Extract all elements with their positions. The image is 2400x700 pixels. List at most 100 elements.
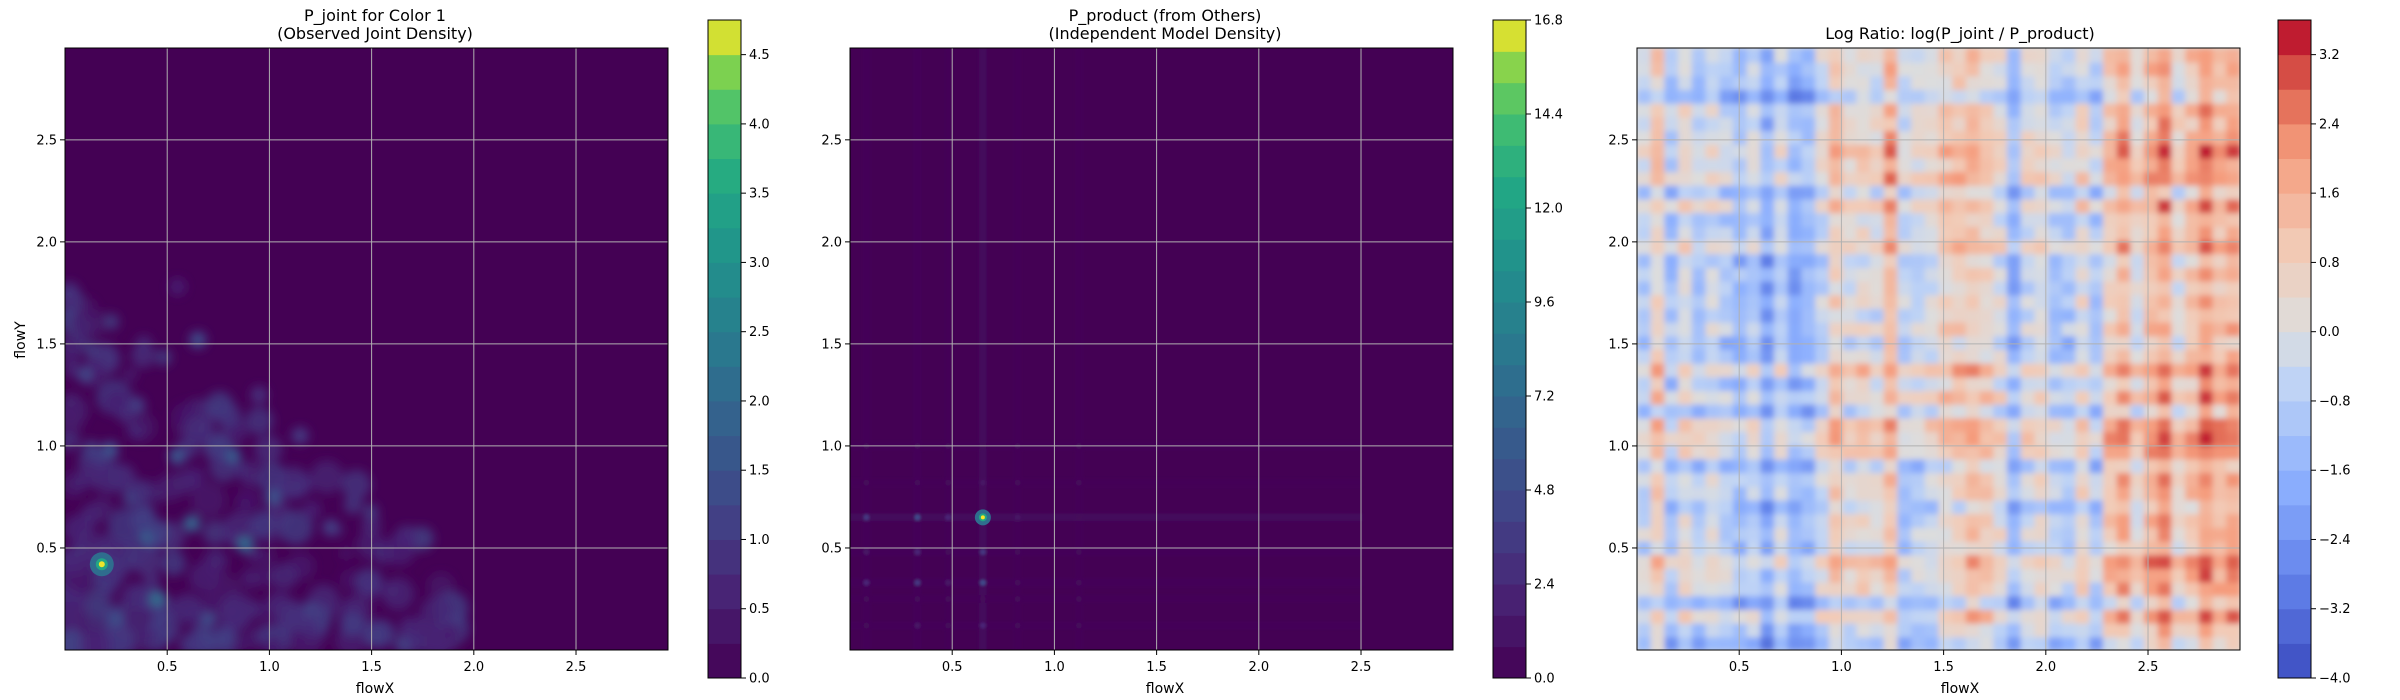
ratio-cell: [2102, 130, 2118, 145]
ratio-cell: [1965, 307, 1981, 323]
x-tick-label: 1.5: [361, 660, 382, 675]
colorbar-level: [2278, 435, 2311, 471]
ratio-cell: [2130, 212, 2146, 227]
ratio-cell: [1938, 130, 1954, 145]
ratio-cell: [2116, 75, 2132, 91]
ratio-cell: [1746, 513, 1762, 528]
ratio-cell: [2061, 130, 2077, 145]
ratio-cell: [1746, 157, 1762, 173]
ratio-cell: [1746, 239, 1762, 255]
ratio-cell: [2061, 554, 2077, 569]
ratio-cell: [2157, 294, 2173, 309]
ratio-cell: [1952, 184, 1967, 200]
ratio-cell: [1678, 390, 1693, 405]
ratio-cell: [1719, 472, 1734, 487]
ratio-cell: [1719, 485, 1734, 501]
ratio-cell: [2171, 266, 2187, 282]
ratio-cell: [1719, 390, 1734, 405]
ratio-cell: [1732, 362, 1748, 378]
ratio-cell: [2130, 554, 2146, 569]
ratio-cell: [1801, 485, 1817, 501]
ratio-cell: [1691, 321, 1707, 337]
ratio-cell: [2226, 184, 2240, 200]
ratio-cell: [1911, 567, 1926, 583]
ratio-cell: [1801, 499, 1817, 515]
ratio-cell: [2144, 526, 2159, 542]
ratio-cell: [1650, 130, 1666, 145]
ratio-cell: [2212, 116, 2228, 132]
ratio-cell: [1732, 157, 1748, 173]
ratio-cell: [2102, 513, 2118, 528]
ratio-cell: [2157, 102, 2173, 118]
ratio-cell: [1883, 608, 1899, 624]
ratio-cell: [1705, 499, 1721, 515]
ratio-cell: [2061, 321, 2077, 337]
panel-2-plot-area: 0.5 1.0 1.5 2.0 2.50.51.01.52.02.5: [821, 47, 1454, 675]
ratio-cell: [1678, 595, 1693, 610]
ratio-cell: [2116, 376, 2132, 392]
ratio-cell: [2075, 280, 2091, 296]
ratio-cell: [2226, 253, 2240, 268]
ratio-cell: [1952, 225, 1967, 241]
ratio-cell: [1705, 48, 1721, 63]
ratio-cell: [2007, 335, 2022, 350]
panel-3-density-field: [1637, 48, 2240, 650]
ratio-cell: [1924, 431, 1940, 446]
ratio-cell: [2130, 622, 2146, 638]
ratio-cell: [1869, 608, 1885, 624]
ratio-cell: [2198, 198, 2214, 214]
ratio-cell: [1938, 294, 1954, 309]
product-node: [1014, 479, 1021, 486]
ratio-cell: [2185, 622, 2200, 638]
ratio-cell: [2198, 595, 2214, 610]
ratio-cell: [2171, 225, 2187, 241]
ratio-cell: [2226, 335, 2240, 350]
ratio-cell: [1637, 622, 1652, 638]
ratio-cell: [1719, 294, 1734, 309]
ratio-cell: [2226, 526, 2240, 542]
ratio-cell: [2034, 636, 2050, 650]
ratio-cell: [1719, 335, 1734, 350]
panel-1-title-line2: (Observed Joint Density): [277, 24, 473, 43]
ratio-cell: [1691, 116, 1707, 132]
ratio-cell: [2157, 376, 2173, 392]
ratio-cell: [1760, 403, 1776, 419]
ratio-cell: [1678, 239, 1693, 255]
ratio-cell: [2130, 48, 2146, 63]
ratio-cell: [1664, 444, 1680, 460]
ratio-cell: [1760, 390, 1776, 405]
ratio-cell: [2048, 253, 2063, 268]
product-node: [914, 548, 921, 556]
ratio-cell: [1856, 75, 1871, 91]
ratio-cell: [1678, 157, 1693, 173]
ratio-cell: [1911, 444, 1926, 460]
panel-1-frame: [64, 47, 669, 651]
ratio-cell: [1760, 225, 1776, 241]
ratio-cell: [1815, 143, 1830, 159]
ratio-cell: [2075, 444, 2091, 460]
product-node: [914, 595, 921, 603]
ratio-cell: [1664, 458, 1680, 474]
ratio-cell: [1732, 581, 1748, 597]
ratio-cell: [2116, 499, 2132, 515]
ratio-cell: [2185, 554, 2200, 569]
ratio-cell: [2212, 390, 2228, 405]
ratio-cell: [2171, 458, 2187, 474]
ratio-cell: [2212, 130, 2228, 145]
ratio-cell: [1828, 294, 1844, 309]
ratio-cell: [1856, 485, 1871, 501]
y-tick-label: 1.5: [821, 337, 842, 352]
ratio-cell: [1993, 157, 2009, 173]
ratio-cell: [1924, 198, 1940, 214]
ratio-cell: [1952, 61, 1967, 77]
panel-1-ylabel: flowY: [13, 321, 29, 359]
density-blob: [247, 460, 265, 478]
ratio-cell: [1801, 431, 1817, 446]
ratio-cell: [1965, 143, 1981, 159]
ratio-cell: [2089, 485, 2104, 501]
density-blob: [65, 514, 93, 544]
ratio-cell: [1965, 485, 1981, 501]
ratio-cell: [1664, 130, 1680, 145]
ratio-cell: [1842, 75, 1858, 91]
ratio-cell: [2075, 157, 2091, 173]
